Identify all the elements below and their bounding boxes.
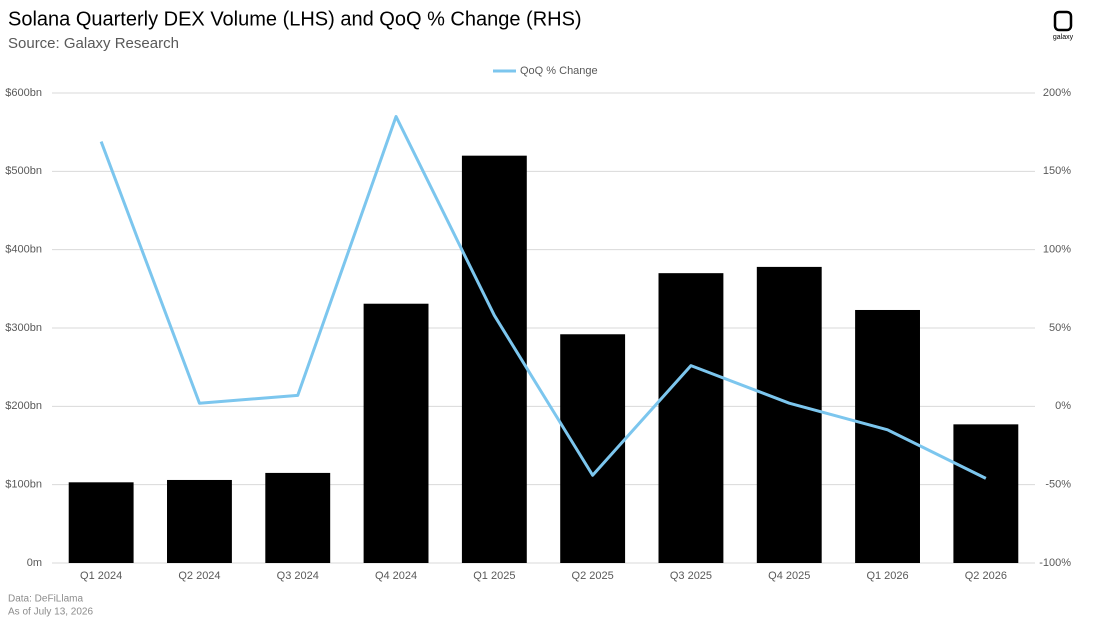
x-tick-label: Q1 2026 [866,570,908,582]
y-tick-label: 0m [27,557,42,569]
x-tick-label: Q3 2025 [670,570,712,582]
bar [756,266,822,563]
note: As of July 13, 2026 [8,607,93,618]
x-tick-label: Q2 2025 [572,570,614,582]
x-tick-label: Q2 2024 [178,570,220,582]
y-tick-label: $200bn [5,400,42,412]
bar [953,424,1019,563]
y-tick-label: $500bn [5,165,42,177]
bar [855,309,920,563]
chart-title: Solana Quarterly DEX Volume (LHS) and Qo… [8,8,582,30]
bar [461,155,527,563]
y-tick-label: $100bn [5,479,42,491]
y2-tick-label: 200% [1043,87,1071,99]
bar [560,334,626,563]
y2-tick-label: 150% [1043,165,1071,177]
y2-tick-label: -50% [1045,479,1071,491]
chart-subtitle: Source: Galaxy Research [8,35,179,52]
bar [265,472,331,563]
x-tick-label: Q2 2026 [965,570,1007,582]
bar [68,482,134,563]
x-tick-label: Q4 2024 [375,570,417,582]
bar [363,303,429,563]
y2-tick-label: 100% [1043,244,1071,256]
x-tick-label: Q3 2024 [277,570,319,582]
line [99,115,987,480]
bar [167,479,232,563]
legend-label: QoQ % Change [520,65,598,77]
x-tick-label: Q1 2024 [80,570,122,582]
y2-tick-label: 50% [1049,322,1071,334]
logo-text: galaxy [1053,34,1074,41]
y2-tick-label: -100% [1039,557,1071,569]
x-tick-label: Q4 2025 [768,570,810,582]
y-tick-label: $300bn [5,322,42,334]
logo-icon [1053,10,1073,32]
y2-tick-label: 0% [1055,400,1071,412]
bar [658,273,724,563]
y-tick-label: $400bn [5,244,42,256]
x-tick-label: Q1 2025 [473,570,515,582]
note: Data: DeFiLlama [8,594,83,605]
y-tick-label: $600bn [5,87,42,99]
